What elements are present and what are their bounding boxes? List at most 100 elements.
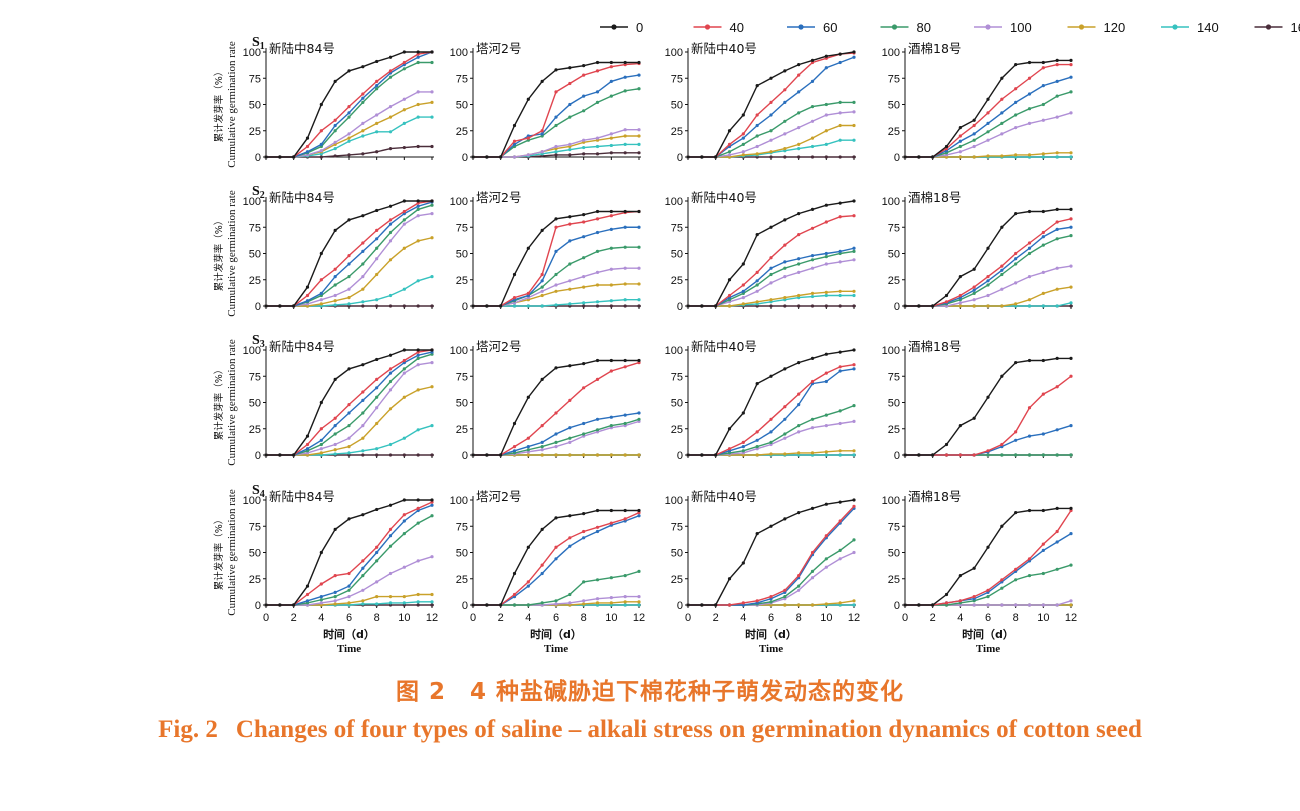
- legend-label: 140: [1197, 20, 1219, 35]
- data-point: [416, 90, 420, 94]
- data-point: [852, 304, 856, 308]
- data-point: [623, 75, 627, 79]
- data-point: [797, 603, 801, 607]
- data-point: [512, 445, 517, 449]
- data-point: [402, 246, 406, 250]
- data-point: [810, 58, 815, 63]
- data-point: [361, 602, 365, 606]
- data-point: [319, 129, 323, 133]
- data-point: [623, 225, 627, 229]
- y-tick-label: 100: [243, 345, 261, 357]
- y-tick-label: 50: [249, 548, 261, 560]
- panel: 0 25 50 75 100 塔河2号: [450, 339, 641, 462]
- data-point: [824, 413, 828, 417]
- data-point: [1069, 603, 1073, 607]
- data-point: [1000, 586, 1004, 590]
- data-point: [416, 239, 420, 243]
- x-tick-label: 0: [685, 612, 691, 624]
- data-point: [554, 440, 558, 444]
- data-point: [741, 449, 745, 453]
- data-point: [430, 304, 434, 308]
- data-point: [568, 364, 572, 368]
- data-point: [375, 595, 379, 599]
- y-tick-label: 50: [249, 100, 261, 112]
- data-point: [783, 296, 787, 300]
- data-point: [595, 270, 600, 274]
- data-point: [783, 243, 787, 247]
- data-point: [944, 592, 949, 597]
- data-point: [972, 118, 976, 122]
- data-point: [388, 407, 393, 411]
- data-point: [402, 97, 406, 101]
- data-point: [986, 304, 990, 308]
- data-point: [333, 123, 337, 128]
- data-point: [755, 382, 759, 386]
- y-tick-label: 25: [888, 126, 900, 138]
- data-point: [783, 595, 787, 599]
- data-point: [637, 128, 641, 132]
- data-point: [958, 134, 962, 138]
- data-point: [430, 199, 434, 203]
- data-point: [769, 440, 773, 444]
- data-point: [554, 557, 558, 561]
- data-point: [917, 155, 921, 159]
- data-point: [319, 550, 323, 555]
- data-point: [838, 249, 842, 253]
- data-point: [931, 304, 935, 308]
- data-point: [388, 571, 393, 576]
- data-point: [972, 603, 976, 607]
- series-line: [688, 349, 855, 456]
- data-point: [623, 508, 627, 513]
- data-point: [1069, 225, 1073, 229]
- data-point: [852, 155, 856, 159]
- data-point: [375, 421, 379, 426]
- y-tick-label: 100: [882, 495, 900, 507]
- y-tick-label: 0: [894, 450, 900, 462]
- data-point: [755, 270, 759, 274]
- data-point: [972, 144, 976, 149]
- data-point: [700, 155, 704, 159]
- data-point: [783, 432, 787, 436]
- data-point: [810, 379, 815, 384]
- data-point: [986, 283, 990, 287]
- data-point: [986, 545, 990, 549]
- data-point: [568, 592, 572, 597]
- data-point: [609, 209, 613, 214]
- data-point: [361, 363, 365, 367]
- data-point: [402, 222, 406, 226]
- data-point: [1055, 94, 1059, 98]
- data-point: [783, 155, 787, 159]
- data-point: [416, 498, 420, 502]
- legend-label: 160: [1291, 20, 1300, 35]
- x-tick-label: 10: [1037, 612, 1049, 624]
- data-point: [769, 138, 773, 142]
- data-point: [783, 452, 787, 456]
- data-point: [797, 147, 801, 151]
- data-point: [361, 398, 365, 402]
- data-point: [512, 155, 517, 159]
- data-point: [1055, 151, 1059, 155]
- data-point: [1027, 508, 1032, 513]
- y-tick-label: 75: [671, 371, 683, 383]
- data-point: [783, 218, 787, 222]
- data-point: [783, 405, 787, 409]
- data-point: [540, 279, 544, 283]
- data-point: [931, 453, 935, 457]
- data-point: [755, 438, 759, 442]
- y-axis-label-en: Cumulative germination rate: [226, 41, 238, 168]
- data-point: [361, 574, 365, 578]
- data-point: [512, 139, 517, 143]
- data-point: [582, 362, 586, 366]
- series-line: [473, 283, 639, 307]
- data-point: [319, 438, 323, 442]
- y-tick-label: 100: [243, 196, 261, 208]
- data-point: [727, 304, 732, 308]
- data-point: [540, 293, 544, 298]
- data-point: [540, 272, 544, 277]
- data-point: [1000, 578, 1004, 582]
- data-point: [1041, 60, 1045, 65]
- y-tick-label: 100: [665, 47, 683, 59]
- data-point: [430, 498, 434, 502]
- data-point: [568, 81, 572, 86]
